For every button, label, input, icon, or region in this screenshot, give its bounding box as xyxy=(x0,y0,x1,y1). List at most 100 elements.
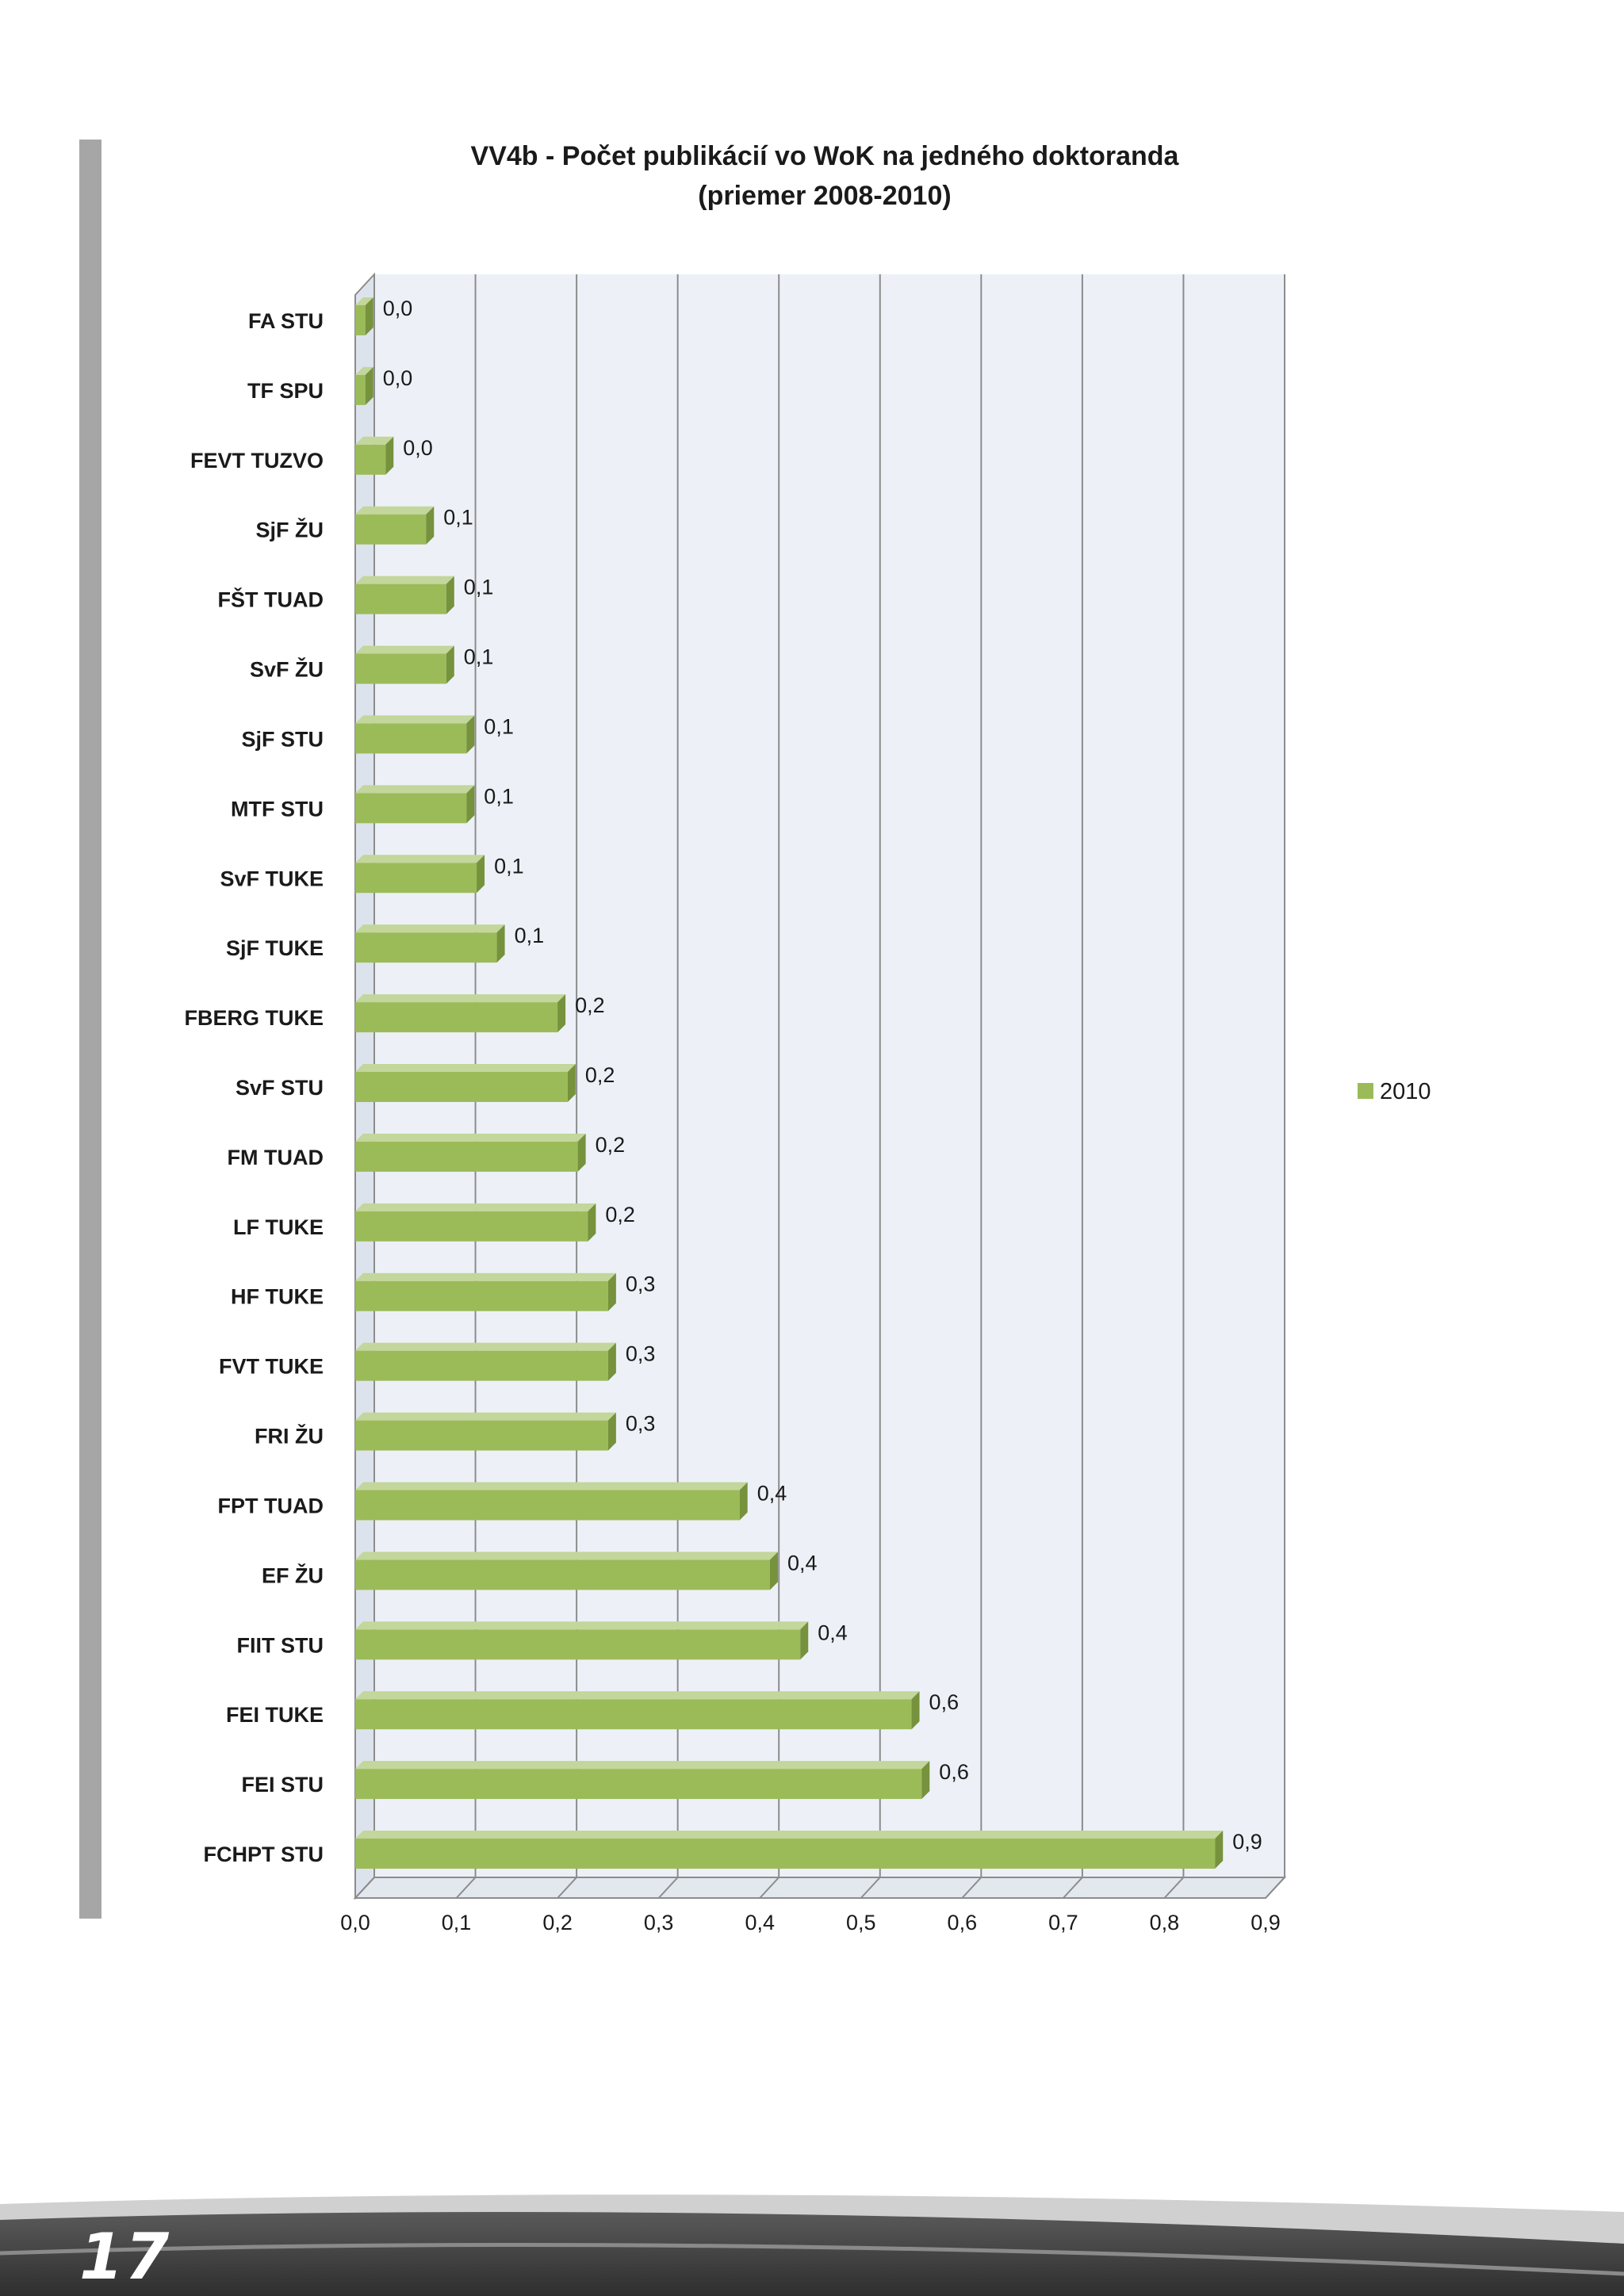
bar-top xyxy=(355,924,505,933)
gridline-floor xyxy=(657,1877,679,1899)
bar-side xyxy=(567,1064,576,1102)
data-label: 0,1 xyxy=(443,506,473,530)
bar-top xyxy=(355,1691,920,1700)
gridline-floor xyxy=(1063,1877,1083,1899)
gridline-floor xyxy=(455,1877,477,1899)
legend-label: 2010 xyxy=(1380,1079,1431,1104)
x-tick-label: 0,2 xyxy=(542,1911,573,1934)
data-label: 0,3 xyxy=(626,1412,656,1436)
bar-side xyxy=(446,645,454,684)
data-label: 0,1 xyxy=(484,714,514,738)
bar-top xyxy=(355,297,373,305)
category-label: FRI ŽU xyxy=(255,1424,324,1448)
bar-front xyxy=(355,514,427,545)
bar-top xyxy=(355,1342,616,1351)
data-label: 0,6 xyxy=(929,1690,959,1714)
bar-top xyxy=(355,506,435,515)
bar-side xyxy=(607,1412,616,1451)
gridline-floor xyxy=(759,1877,779,1899)
x-tick-label: 0,0 xyxy=(340,1911,370,1934)
bar xyxy=(355,506,435,545)
bar xyxy=(355,366,373,405)
category-label: SjF STU xyxy=(241,727,324,751)
bar-side xyxy=(911,1691,920,1730)
category-label: FBERG TUKE xyxy=(185,1006,324,1030)
bar-top xyxy=(355,1552,778,1560)
bar-front xyxy=(355,1699,912,1730)
x-tick-label: 0,6 xyxy=(948,1911,978,1934)
bar-top xyxy=(355,1482,748,1490)
data-label: 0,3 xyxy=(626,1342,656,1366)
bar-top xyxy=(355,645,454,654)
bar-side xyxy=(800,1621,809,1660)
gridline-floor xyxy=(961,1877,982,1899)
data-label: 0,1 xyxy=(484,784,514,808)
category-label: MTF STU xyxy=(231,797,324,821)
bar-side xyxy=(426,506,435,545)
bar-side xyxy=(607,1272,616,1311)
bar-top xyxy=(355,785,475,794)
category-label: FEVT TUZVO xyxy=(190,449,324,473)
bar-front xyxy=(355,1629,801,1660)
bar-side xyxy=(477,855,485,894)
data-label: 0,4 xyxy=(787,1551,818,1575)
bar-front xyxy=(355,444,386,475)
bar xyxy=(355,785,475,824)
bar-side xyxy=(921,1761,930,1800)
category-label: FA STU xyxy=(248,309,324,333)
bar-side xyxy=(365,366,373,405)
bar xyxy=(355,436,394,475)
bar xyxy=(355,1761,930,1800)
bar-top xyxy=(355,436,394,445)
bar xyxy=(355,1412,616,1451)
bar-side xyxy=(557,994,566,1033)
bar-front xyxy=(355,1490,740,1521)
gridline-floor xyxy=(557,1877,577,1899)
data-label: 0,4 xyxy=(818,1621,848,1644)
bar-top xyxy=(355,994,566,1003)
bar-side xyxy=(769,1552,778,1590)
category-label: SjF TUKE xyxy=(226,936,324,960)
data-label: 0,9 xyxy=(1232,1830,1262,1854)
data-label: 0,2 xyxy=(585,1063,615,1087)
bar-top xyxy=(355,1412,616,1421)
bar xyxy=(355,1552,778,1590)
bar-front xyxy=(355,1072,568,1102)
bar xyxy=(355,924,505,963)
bar-top xyxy=(355,1064,576,1072)
category-label: FŠT TUAD xyxy=(218,587,324,612)
x-tick-label: 0,7 xyxy=(1048,1911,1078,1934)
bar-top xyxy=(355,366,373,375)
category-label: SvF STU xyxy=(236,1076,324,1100)
page-number: 17 xyxy=(79,2220,171,2294)
bar-side xyxy=(446,576,454,614)
bar xyxy=(355,1831,1224,1869)
bar-front xyxy=(355,1350,608,1381)
category-label: FM TUAD xyxy=(228,1146,324,1169)
bar-side xyxy=(466,785,475,824)
bar-top xyxy=(355,1831,1224,1839)
bar-front xyxy=(355,723,467,754)
x-tick-label: 0,1 xyxy=(442,1911,472,1934)
bar-front xyxy=(355,304,366,335)
data-label: 0,2 xyxy=(575,993,605,1017)
data-label: 0,3 xyxy=(626,1272,656,1296)
bar-front xyxy=(355,932,497,963)
left-accent-bar xyxy=(79,140,102,1919)
bar xyxy=(355,855,485,894)
bar xyxy=(355,1272,616,1311)
bar-front xyxy=(355,1002,558,1033)
gridline-floor xyxy=(1163,1877,1185,1899)
bar-front xyxy=(355,793,467,824)
bar xyxy=(355,576,454,614)
bar xyxy=(355,994,566,1033)
bar-top xyxy=(355,715,475,724)
category-label: HF TUKE xyxy=(231,1285,324,1309)
category-label: FCHPT STU xyxy=(204,1843,324,1866)
data-label: 0,1 xyxy=(494,854,524,878)
gridline-floor xyxy=(354,1877,375,1899)
footer-decoration xyxy=(0,2195,1624,2296)
data-label: 0,1 xyxy=(464,576,494,599)
chart-title-block: VV4b - Počet publikácií vo WoK na jednéh… xyxy=(349,136,1300,216)
